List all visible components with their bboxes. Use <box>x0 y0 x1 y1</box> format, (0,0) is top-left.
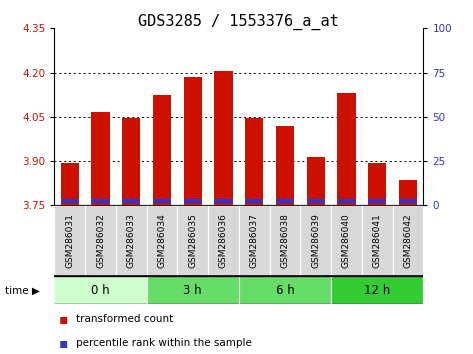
Bar <box>147 205 177 276</box>
Bar <box>122 118 140 205</box>
Text: ▪: ▪ <box>59 312 69 326</box>
Bar <box>399 180 417 205</box>
Bar <box>337 199 356 203</box>
Text: 6 h: 6 h <box>276 284 294 297</box>
Bar <box>122 199 140 203</box>
Bar <box>184 199 202 203</box>
Text: percentile rank within the sample: percentile rank within the sample <box>76 338 252 348</box>
Bar <box>307 199 325 203</box>
Bar <box>54 276 147 304</box>
Bar <box>116 205 147 276</box>
Bar <box>300 205 331 276</box>
Text: 0 h: 0 h <box>91 284 110 297</box>
Bar <box>184 77 202 205</box>
Text: GSM286037: GSM286037 <box>250 213 259 268</box>
Text: GSM286036: GSM286036 <box>219 213 228 268</box>
Bar <box>399 199 417 203</box>
Bar <box>368 199 386 203</box>
Bar <box>245 199 263 203</box>
Text: transformed count: transformed count <box>76 314 173 324</box>
Bar <box>54 205 85 276</box>
Bar <box>245 118 263 205</box>
Bar <box>153 95 171 205</box>
Bar <box>331 205 362 276</box>
Text: GSM286040: GSM286040 <box>342 213 351 268</box>
Text: 3 h: 3 h <box>184 284 202 297</box>
Text: GSM286032: GSM286032 <box>96 213 105 268</box>
Bar <box>214 199 233 203</box>
Bar <box>85 205 116 276</box>
Bar <box>91 112 110 205</box>
Text: GSM286042: GSM286042 <box>403 213 412 268</box>
Text: time ▶: time ▶ <box>5 285 40 295</box>
Text: GDS3285 / 1553376_a_at: GDS3285 / 1553376_a_at <box>139 14 339 30</box>
Bar <box>307 156 325 205</box>
Bar <box>331 276 423 304</box>
Text: ▪: ▪ <box>59 336 69 350</box>
Text: GSM286035: GSM286035 <box>188 213 197 268</box>
Bar <box>276 199 294 203</box>
Text: GSM286034: GSM286034 <box>158 213 166 268</box>
Text: GSM286031: GSM286031 <box>65 213 74 268</box>
Bar <box>177 205 208 276</box>
Bar <box>337 93 356 205</box>
Bar <box>276 126 294 205</box>
Text: GSM286041: GSM286041 <box>373 213 382 268</box>
Bar <box>91 199 110 203</box>
Bar <box>270 205 300 276</box>
Bar <box>239 205 270 276</box>
Bar <box>208 205 239 276</box>
Bar <box>368 162 386 205</box>
Bar <box>362 205 393 276</box>
Bar <box>147 276 239 304</box>
Bar <box>214 71 233 205</box>
Bar <box>153 199 171 203</box>
Bar <box>61 162 79 205</box>
Bar <box>393 205 423 276</box>
Text: GSM286038: GSM286038 <box>280 213 289 268</box>
Bar <box>61 199 79 203</box>
Text: GSM286039: GSM286039 <box>311 213 320 268</box>
Bar <box>239 276 331 304</box>
Text: 12 h: 12 h <box>364 284 390 297</box>
Text: GSM286033: GSM286033 <box>127 213 136 268</box>
